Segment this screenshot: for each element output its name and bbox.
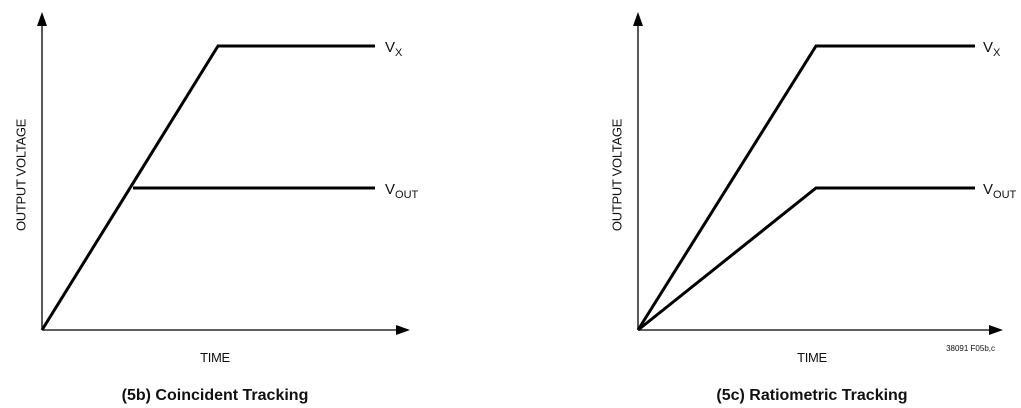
vout-line: [637, 186, 975, 332]
figure-id: 38091 F05b,c: [946, 344, 995, 353]
label-sub: X: [993, 47, 1001, 59]
vout-label: VOUT: [983, 181, 1017, 201]
label-sub: OUT: [993, 189, 1017, 201]
caption: (5b) Coincident Tracking: [122, 387, 309, 404]
y-arrow: [37, 12, 47, 26]
y-axis-label: OUTPUT VOLTAGE: [609, 118, 624, 231]
vx-line: [636, 44, 975, 331]
vx-label: VX: [385, 39, 403, 59]
label-sub: X: [395, 47, 403, 59]
caption: (5c) Ratiometric Tracking: [716, 387, 907, 404]
x-axis-label: TIME: [797, 350, 827, 365]
vout-label: VOUT: [385, 181, 419, 201]
label-main: V: [983, 181, 993, 198]
label-main: V: [385, 181, 395, 198]
label-sub: OUT: [395, 189, 419, 201]
diagram-5c: VX VOUT OUTPUT VOLTAGE TIME (5c) Ratiome…: [609, 12, 1017, 404]
diagram-5b: VX VOUT OUTPUT VOLTAGE TIME (5b) Coincid…: [13, 12, 419, 404]
x-arrow: [396, 325, 410, 335]
label-main: V: [385, 39, 395, 56]
vx-line: [40, 44, 375, 331]
x-arrow: [989, 325, 1003, 335]
y-arrow: [633, 12, 643, 26]
x-axis-label: TIME: [200, 350, 230, 365]
vx-label: VX: [983, 39, 1001, 59]
y-axis-label: OUTPUT VOLTAGE: [13, 118, 28, 231]
label-main: V: [983, 39, 993, 56]
